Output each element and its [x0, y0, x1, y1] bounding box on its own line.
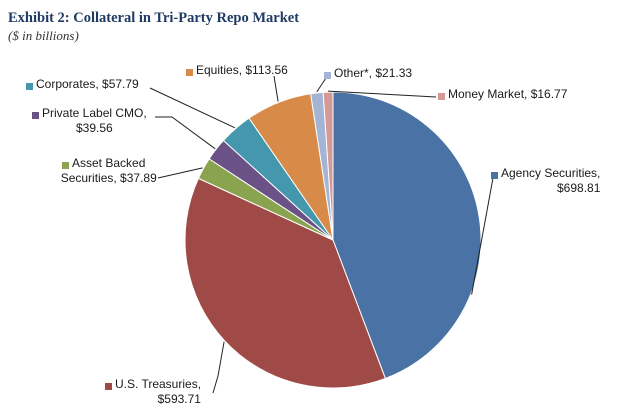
- leader-line-corporates: [149, 87, 236, 129]
- label-marker-private-label-cmo: [32, 112, 39, 119]
- slice-label-corporates: Corporates, $57.79: [36, 77, 139, 91]
- label-marker-u-s-treasuries: [105, 383, 112, 390]
- pie-slice-u-s-treasuries: [184, 177, 387, 389]
- slice-label-other: Other*, $21.33: [334, 66, 412, 80]
- label-marker-asset-backed-securities: [62, 162, 69, 169]
- chart-subtitle: ($ in billions): [8, 28, 79, 43]
- slice-label-private-label-cmo: Private Label CMO, $39.56: [42, 106, 147, 135]
- leader-line-money-market: [327, 90, 437, 98]
- label-marker-other: [324, 72, 331, 79]
- label-markers: [26, 69, 498, 390]
- slice-label-agency-securities: Agency Securities, $698.81: [501, 166, 601, 195]
- leader-line-u-s-treasuries: [212, 341, 225, 394]
- label-marker-equities: [186, 69, 193, 76]
- chart-title: Exhibit 2: Collateral in Tri-Party Repo …: [8, 10, 299, 26]
- label-marker-corporates: [26, 83, 33, 90]
- leader-lines: [149, 75, 494, 394]
- pie-slice-agency-securities: [332, 91, 482, 380]
- leader-line-asset-backed-securities: [157, 167, 203, 179]
- leader-line-equities: [273, 75, 279, 102]
- slice-labels: Agency Securities, $698.81 U.S. Treasuries…: [36, 63, 601, 406]
- leader-line-agency-securities: [471, 177, 494, 295]
- leader-line-private-label-cmo: [155, 116, 216, 150]
- pie-slices: [184, 91, 482, 389]
- slice-label-money-market: Money Market, $16.77: [448, 87, 568, 101]
- slice-label-equities: Equities, $113.56: [196, 63, 288, 77]
- label-marker-money-market: [438, 93, 445, 100]
- slice-label-asset-backed-securities: Asset Backed Securities, $37.89: [61, 156, 157, 185]
- pie-slice-money-market: [322, 91, 334, 241]
- slice-label-u-s-treasuries: U.S. Treasuries, $593.71: [115, 377, 201, 406]
- label-marker-agency-securities: [491, 172, 498, 179]
- leader-line-other: [316, 77, 327, 93]
